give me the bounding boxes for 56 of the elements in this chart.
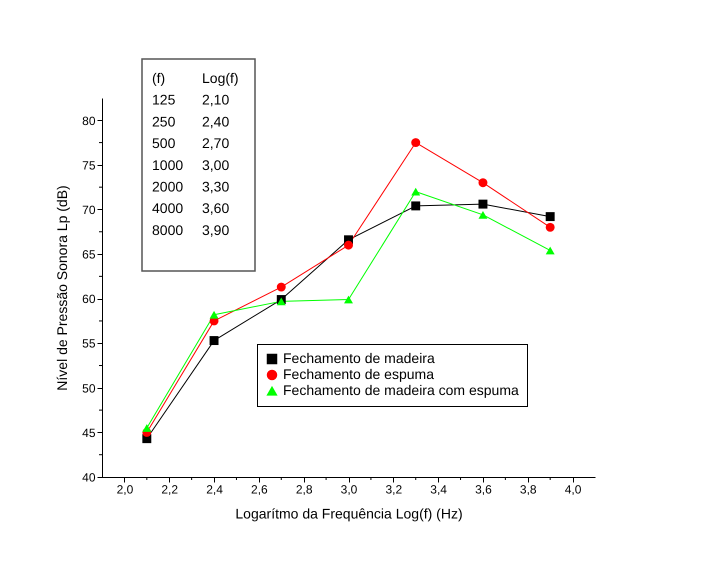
legend-label: Fechamento de madeira: [283, 350, 435, 366]
x-tick-label: 2,8: [296, 482, 313, 496]
x-tick-label: 3,4: [430, 482, 448, 496]
x-tick-label: 2,2: [161, 482, 178, 496]
x-tick-label: 2,0: [116, 482, 134, 496]
annotation: 2,40: [202, 113, 230, 130]
x-tick-label: 2,4: [206, 482, 224, 496]
annotation: 3,30: [202, 178, 230, 194]
point: [142, 424, 152, 432]
text: (f): [152, 70, 166, 86]
annotation: 3,60: [202, 200, 230, 216]
point: [546, 246, 555, 254]
annotation: 8000: [152, 222, 184, 238]
y-tick-label: 45: [82, 426, 96, 440]
x-axis-title: Logarítmo da Frequência Log(f) (Hz): [235, 506, 463, 522]
point: [546, 222, 555, 232]
point: [411, 201, 420, 210]
annotation: 125: [152, 92, 176, 108]
y-tick-label: 75: [82, 158, 96, 172]
annotation: 3,00: [202, 156, 230, 173]
point: [344, 296, 353, 304]
x-tick-label: 2,6: [251, 482, 268, 496]
text: Log(f): [202, 70, 239, 86]
point: [344, 240, 353, 250]
point: [276, 282, 286, 292]
x-tick-label: 3,8: [520, 482, 537, 496]
x-tick-label: 3,6: [475, 482, 492, 496]
annotation: 500: [152, 135, 176, 152]
y-tick-label: 65: [82, 248, 96, 262]
y-tick-label: 60: [82, 292, 96, 306]
point: [478, 200, 488, 209]
point: [411, 188, 420, 196]
y-tick-label: 50: [82, 381, 96, 396]
legend-label: Fechamento de espuma: [283, 366, 434, 382]
y-tick-label: 40: [82, 470, 96, 484]
annotation: 3,90: [202, 222, 230, 238]
y-tick-label: 70: [82, 202, 96, 217]
x-tick-label: 4,0: [564, 482, 582, 496]
point: [478, 210, 488, 219]
annotation: 2,70: [202, 135, 230, 152]
point: [411, 138, 420, 148]
x-tick-label: 3,0: [340, 482, 358, 496]
y-tick-label: 80: [82, 114, 96, 128]
y-axis-title: Nível de Pressão Sonora Lp (dB): [54, 185, 70, 391]
annotation: 4000: [152, 200, 184, 216]
annotation: 2,10: [202, 92, 230, 108]
annotation: 2000: [152, 178, 184, 194]
x-tick-label: 3,2: [385, 482, 402, 496]
point: [546, 212, 555, 222]
annotation: 1000: [152, 156, 184, 173]
point: [210, 310, 219, 319]
point: [210, 336, 219, 346]
legend-label: Fechamento de madeira com espuma: [283, 382, 519, 398]
y-tick-label: 55: [82, 336, 96, 351]
annotation: 250: [152, 113, 176, 130]
point: [478, 178, 488, 188]
